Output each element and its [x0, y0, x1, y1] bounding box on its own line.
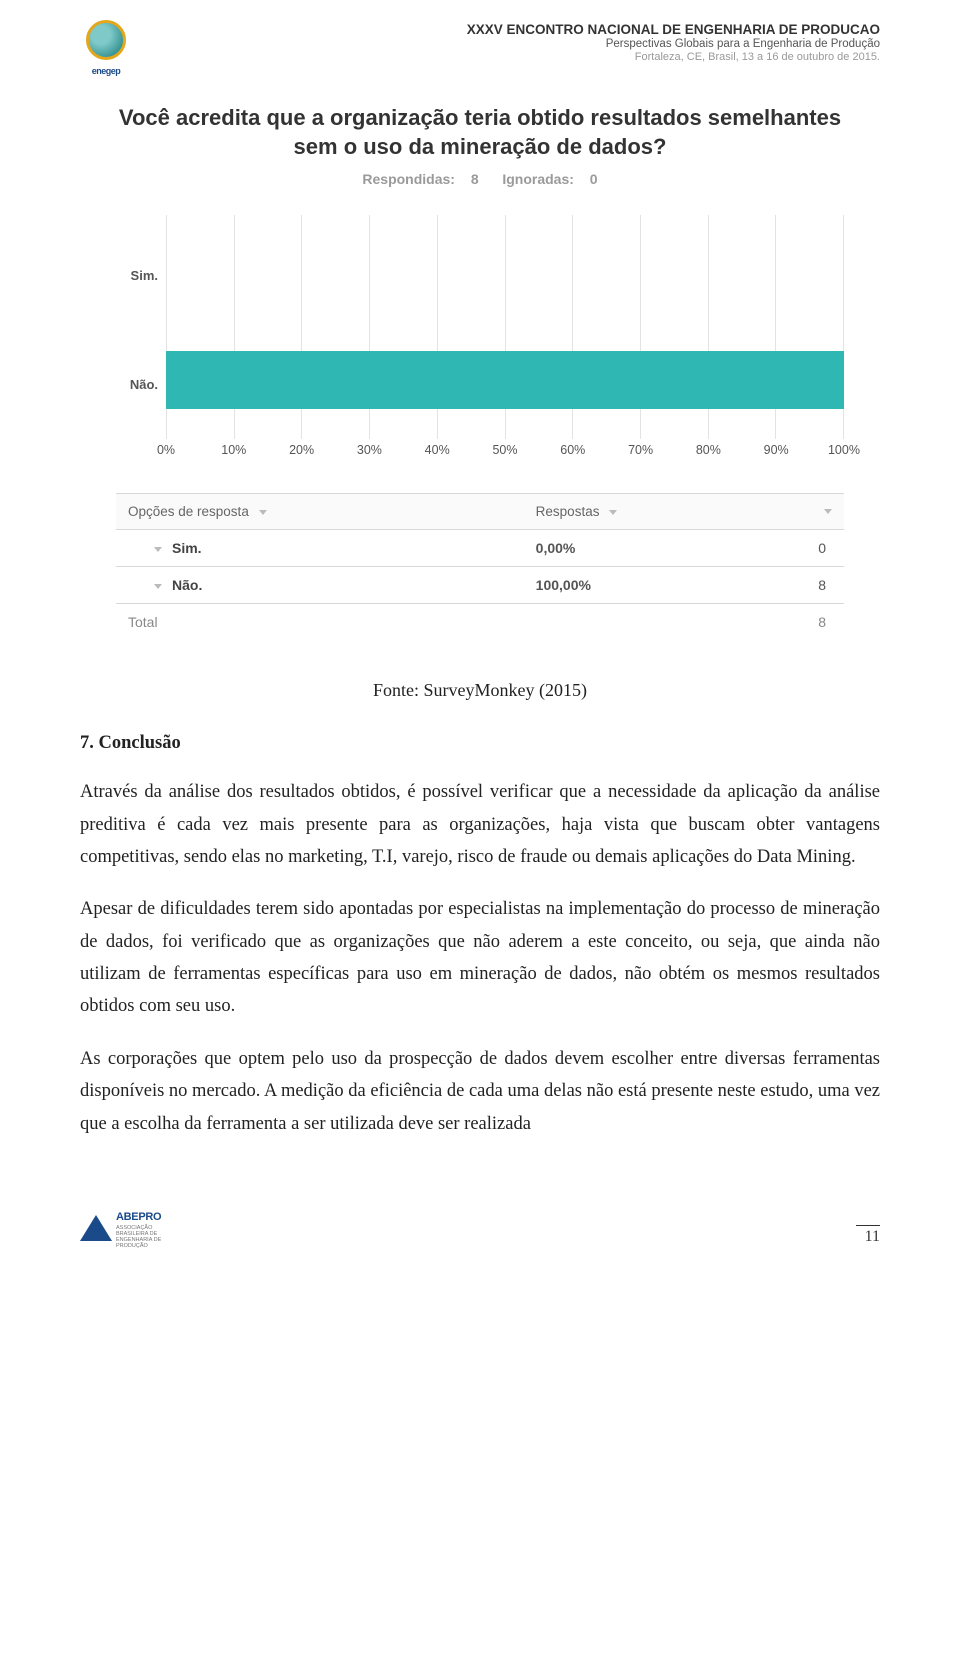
- survey-chart: Sim. Não. 0% 10% 20% 30% 40%: [116, 215, 844, 465]
- total-count: 8: [728, 604, 845, 641]
- chevron-down-icon: [154, 584, 162, 589]
- col-responses[interactable]: Respostas: [524, 494, 728, 530]
- row-1-pct: 100,00%: [536, 577, 591, 593]
- col-responses-label: Respostas: [536, 504, 600, 519]
- chart-bars: [166, 221, 844, 433]
- chevron-down-icon: [609, 510, 617, 515]
- paragraph-2: Apesar de dificuldades terem sido aponta…: [80, 893, 880, 1023]
- chevron-down-icon: [824, 509, 832, 514]
- col-options-label: Opções de resposta: [128, 504, 249, 519]
- chart-plot-area: 0% 10% 20% 30% 40% 50% 60% 70% 80% 90% 1…: [166, 215, 844, 465]
- row-1-count: 8: [728, 567, 845, 604]
- header-title: XXXV ENCONTRO NACIONAL DE ENGENHARIA DE …: [144, 22, 880, 37]
- answered-value: 8: [471, 171, 479, 187]
- paragraph-3: As corporações que optem pelo uso da pro…: [80, 1043, 880, 1140]
- table-row: Não. 100,00% 8: [116, 567, 844, 604]
- survey-block: Você acredita que a organização teria ob…: [116, 104, 844, 640]
- xtick-4: 40%: [425, 443, 450, 457]
- logo-label: enegep: [80, 66, 132, 76]
- total-label: Total: [116, 604, 524, 641]
- enegep-logo: enegep: [80, 20, 132, 76]
- chart-category-1: Não.: [116, 377, 166, 392]
- chart-x-axis: 0% 10% 20% 30% 40% 50% 60% 70% 80% 90% 1…: [166, 443, 844, 465]
- section-title: 7. Conclusão: [80, 733, 880, 754]
- page-footer: ABEPRO ASSOCIAÇÃO BRASILEIRA DE ENGENHAR…: [0, 1200, 960, 1262]
- row-1-label: Não.: [172, 577, 202, 593]
- xtick-5: 50%: [492, 443, 517, 457]
- xtick-2: 20%: [289, 443, 314, 457]
- answered-label: Respondidas:: [362, 171, 455, 187]
- table-row: Sim. 0,00% 0: [116, 530, 844, 567]
- col-options[interactable]: Opções de resposta: [116, 494, 524, 530]
- body-text: Através da análise dos resultados obtido…: [80, 776, 880, 1140]
- header-subtitle: Perspectivas Globais para a Engenharia d…: [144, 38, 880, 50]
- xtick-8: 80%: [696, 443, 721, 457]
- xtick-10: 100%: [828, 443, 860, 457]
- chevron-down-icon: [259, 510, 267, 515]
- row-0-pct: 0,00%: [536, 540, 576, 556]
- abepro-logo: ABEPRO ASSOCIAÇÃO BRASILEIRA DE ENGENHAR…: [80, 1210, 170, 1246]
- xtick-1: 10%: [221, 443, 246, 457]
- xtick-9: 90%: [764, 443, 789, 457]
- paragraph-1: Através da análise dos resultados obtido…: [80, 776, 880, 873]
- figure-source: Fonte: SurveyMonkey (2015): [80, 680, 880, 701]
- xtick-3: 30%: [357, 443, 382, 457]
- xtick-6: 60%: [560, 443, 585, 457]
- col-count[interactable]: [728, 494, 845, 530]
- skipped-value: 0: [590, 171, 598, 187]
- xtick-7: 70%: [628, 443, 653, 457]
- skipped-label: Ignoradas:: [502, 171, 574, 187]
- page-number: 11: [856, 1225, 880, 1246]
- chart-category-0: Sim.: [116, 268, 166, 283]
- chart-bar-1: [166, 351, 844, 409]
- chevron-down-icon: [154, 547, 162, 552]
- results-table: Opções de resposta Respostas Sim. 0,00%: [116, 493, 844, 640]
- chart-y-labels: Sim. Não.: [116, 215, 166, 465]
- footer-logo-sub: ASSOCIAÇÃO BRASILEIRA DE ENGENHARIA DE P…: [116, 1225, 170, 1249]
- row-0-label: Sim.: [172, 540, 202, 556]
- table-total-row: Total 8: [116, 604, 844, 641]
- triangle-icon: [80, 1215, 112, 1241]
- footer-logo-text: ABEPRO: [116, 1211, 161, 1223]
- survey-meta: Respondidas: 8 Ignoradas: 0: [116, 171, 844, 187]
- xtick-0: 0%: [157, 443, 175, 457]
- survey-question: Você acredita que a organização teria ob…: [116, 104, 844, 161]
- page-header: enegep XXXV ENCONTRO NACIONAL DE ENGENHA…: [80, 20, 880, 76]
- header-location: Fortaleza, CE, Brasil, 13 a 16 de outubr…: [144, 51, 880, 63]
- row-0-count: 0: [728, 530, 845, 567]
